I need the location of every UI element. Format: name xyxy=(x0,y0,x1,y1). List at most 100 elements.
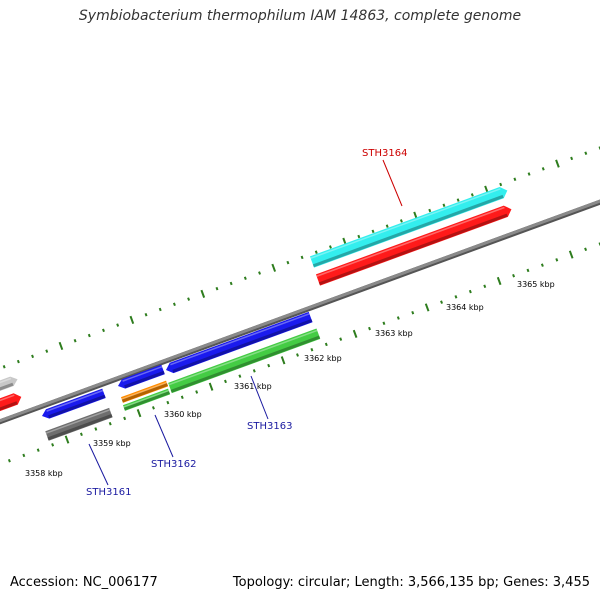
ruler-label: 3363 kbp xyxy=(375,329,413,338)
label-connectors xyxy=(88,159,403,486)
gene-feature-highlight xyxy=(170,313,310,366)
gene-feature-highlight xyxy=(0,377,12,384)
lower-ruler-tick xyxy=(180,395,184,400)
gene-feature-highlight xyxy=(45,409,111,434)
upper-ruler-tick xyxy=(187,297,191,301)
lower-ruler-tick xyxy=(468,289,472,294)
lower-ruler-tick xyxy=(424,303,430,312)
gene-feature-shade xyxy=(48,394,106,419)
lower-ruler-tick xyxy=(440,300,444,304)
ruler-label: 3361 kbp xyxy=(234,382,272,391)
gene-feature-shade xyxy=(318,213,508,286)
lower-ruler-tick xyxy=(280,356,286,365)
lower-ruler-tick xyxy=(224,379,227,384)
ruler-labels: 3358 kbp 3359 kbp 3360 kbp 3361 kbp 3362 kbp… xyxy=(25,280,555,478)
lower-ruler-tick xyxy=(584,247,588,252)
upper-ruler-tick xyxy=(371,229,375,234)
upper-ruler-tick xyxy=(271,263,277,272)
gene-feature-shade xyxy=(47,414,113,441)
gene-feature-f11 xyxy=(315,205,512,286)
gene-feature-f6 xyxy=(120,380,169,403)
upper-ruler-tick xyxy=(286,260,290,265)
upper-ruler-tick xyxy=(300,255,304,260)
gene-feature-shade xyxy=(0,382,14,391)
lower-ruler-tick xyxy=(267,363,271,368)
upper-ruler-tick xyxy=(229,281,233,286)
gene-feature-shade xyxy=(124,370,165,389)
upper-ruler-tick xyxy=(428,208,432,213)
lower-ruler-tick xyxy=(512,273,516,278)
upper-ruler-tick xyxy=(399,219,403,223)
upper-ruler-tick xyxy=(144,312,148,317)
ruler-label: 3362 kbp xyxy=(304,354,342,363)
lower-ruler-tick xyxy=(108,421,112,426)
upper-ruler-tick xyxy=(570,156,574,161)
label-connector xyxy=(382,159,403,207)
lower-ruler-tick xyxy=(310,347,314,352)
lower-ruler-tick xyxy=(352,329,358,338)
gene-feature-highlight xyxy=(122,365,163,382)
gene-label: STH3163 xyxy=(247,421,292,432)
upper-ruler-tick xyxy=(243,276,247,280)
lower-ruler-tick xyxy=(123,416,127,421)
gene-feature-shade xyxy=(312,194,504,268)
lower-ruler-tick xyxy=(555,258,559,262)
upper-ruler-tick xyxy=(258,271,261,275)
upper-ruler-tick xyxy=(456,198,460,202)
upper-ruler-tick xyxy=(158,307,162,312)
gene-label: STH3164 xyxy=(362,148,407,159)
gene-feature-body xyxy=(166,311,313,374)
lower-ruler-tick xyxy=(296,353,299,357)
lower-ruler-tick xyxy=(64,435,70,444)
gene-feature-f10 xyxy=(309,186,508,268)
gene-feature-f5 xyxy=(118,364,165,389)
upper-ruler-tick xyxy=(470,193,474,197)
upper-ruler-tick xyxy=(116,323,120,327)
lower-ruler-tick xyxy=(136,409,142,418)
upper-ruler-tick xyxy=(102,328,105,333)
ruler-label: 3358 kbp xyxy=(25,469,63,478)
ruler-label: 3360 kbp xyxy=(164,410,202,419)
gene-feature-shade xyxy=(123,391,170,411)
lower-ruler-tick xyxy=(483,284,487,289)
upper-ruler-tick xyxy=(45,349,49,353)
lower-ruler-tick xyxy=(22,453,26,458)
gene-feature-shade xyxy=(121,383,168,403)
lower-ruler-tick xyxy=(496,276,502,286)
ruler-label: 3364 kbp xyxy=(446,303,484,312)
lower-ruler-tick xyxy=(151,406,155,410)
lower-ruler-tick xyxy=(339,337,343,341)
lower-ruler-tick xyxy=(396,316,400,320)
upper-ruler-tick xyxy=(31,354,35,359)
upper-ruler-tick xyxy=(73,338,77,343)
upper-ruler-tick xyxy=(16,359,20,364)
gene-feature-highlight xyxy=(310,188,501,259)
upper-ruler-tick xyxy=(499,182,503,187)
gene-feature-highlight xyxy=(123,389,169,408)
ruler-label: 3365 kbp xyxy=(517,280,555,289)
upper-ruler-tick xyxy=(527,172,531,176)
gene-feature-shade xyxy=(172,318,313,373)
lower-ruler-tick xyxy=(208,382,214,391)
gene-labels: STH3161 STH3162 STH3163 STH3164 xyxy=(86,148,407,498)
gene-feature-highlight xyxy=(316,206,505,277)
ruler-ticks xyxy=(2,146,600,463)
upper-ruler-tick xyxy=(584,151,588,155)
lower-ruler-tick xyxy=(238,374,242,378)
lower-ruler-tick xyxy=(79,432,83,437)
lower-ruler-tick xyxy=(324,342,328,347)
ruler-label: 3359 kbp xyxy=(93,439,131,448)
gene-feature-f7 xyxy=(122,388,171,411)
lower-ruler-tick xyxy=(411,310,415,315)
upper-ruler-tick xyxy=(329,245,332,249)
upper-ruler-tick xyxy=(513,177,517,182)
label-connector xyxy=(88,443,109,486)
upper-ruler-tick xyxy=(541,167,545,171)
gene-feature-f4 xyxy=(45,407,113,441)
upper-ruler-tick xyxy=(314,250,318,254)
gene-feature-f1 xyxy=(0,376,18,392)
accession-text: Accession: NC_006177 xyxy=(10,575,158,590)
gene-features xyxy=(0,186,512,441)
lower-ruler-tick xyxy=(252,369,256,373)
lower-ruler-tick xyxy=(94,427,98,431)
